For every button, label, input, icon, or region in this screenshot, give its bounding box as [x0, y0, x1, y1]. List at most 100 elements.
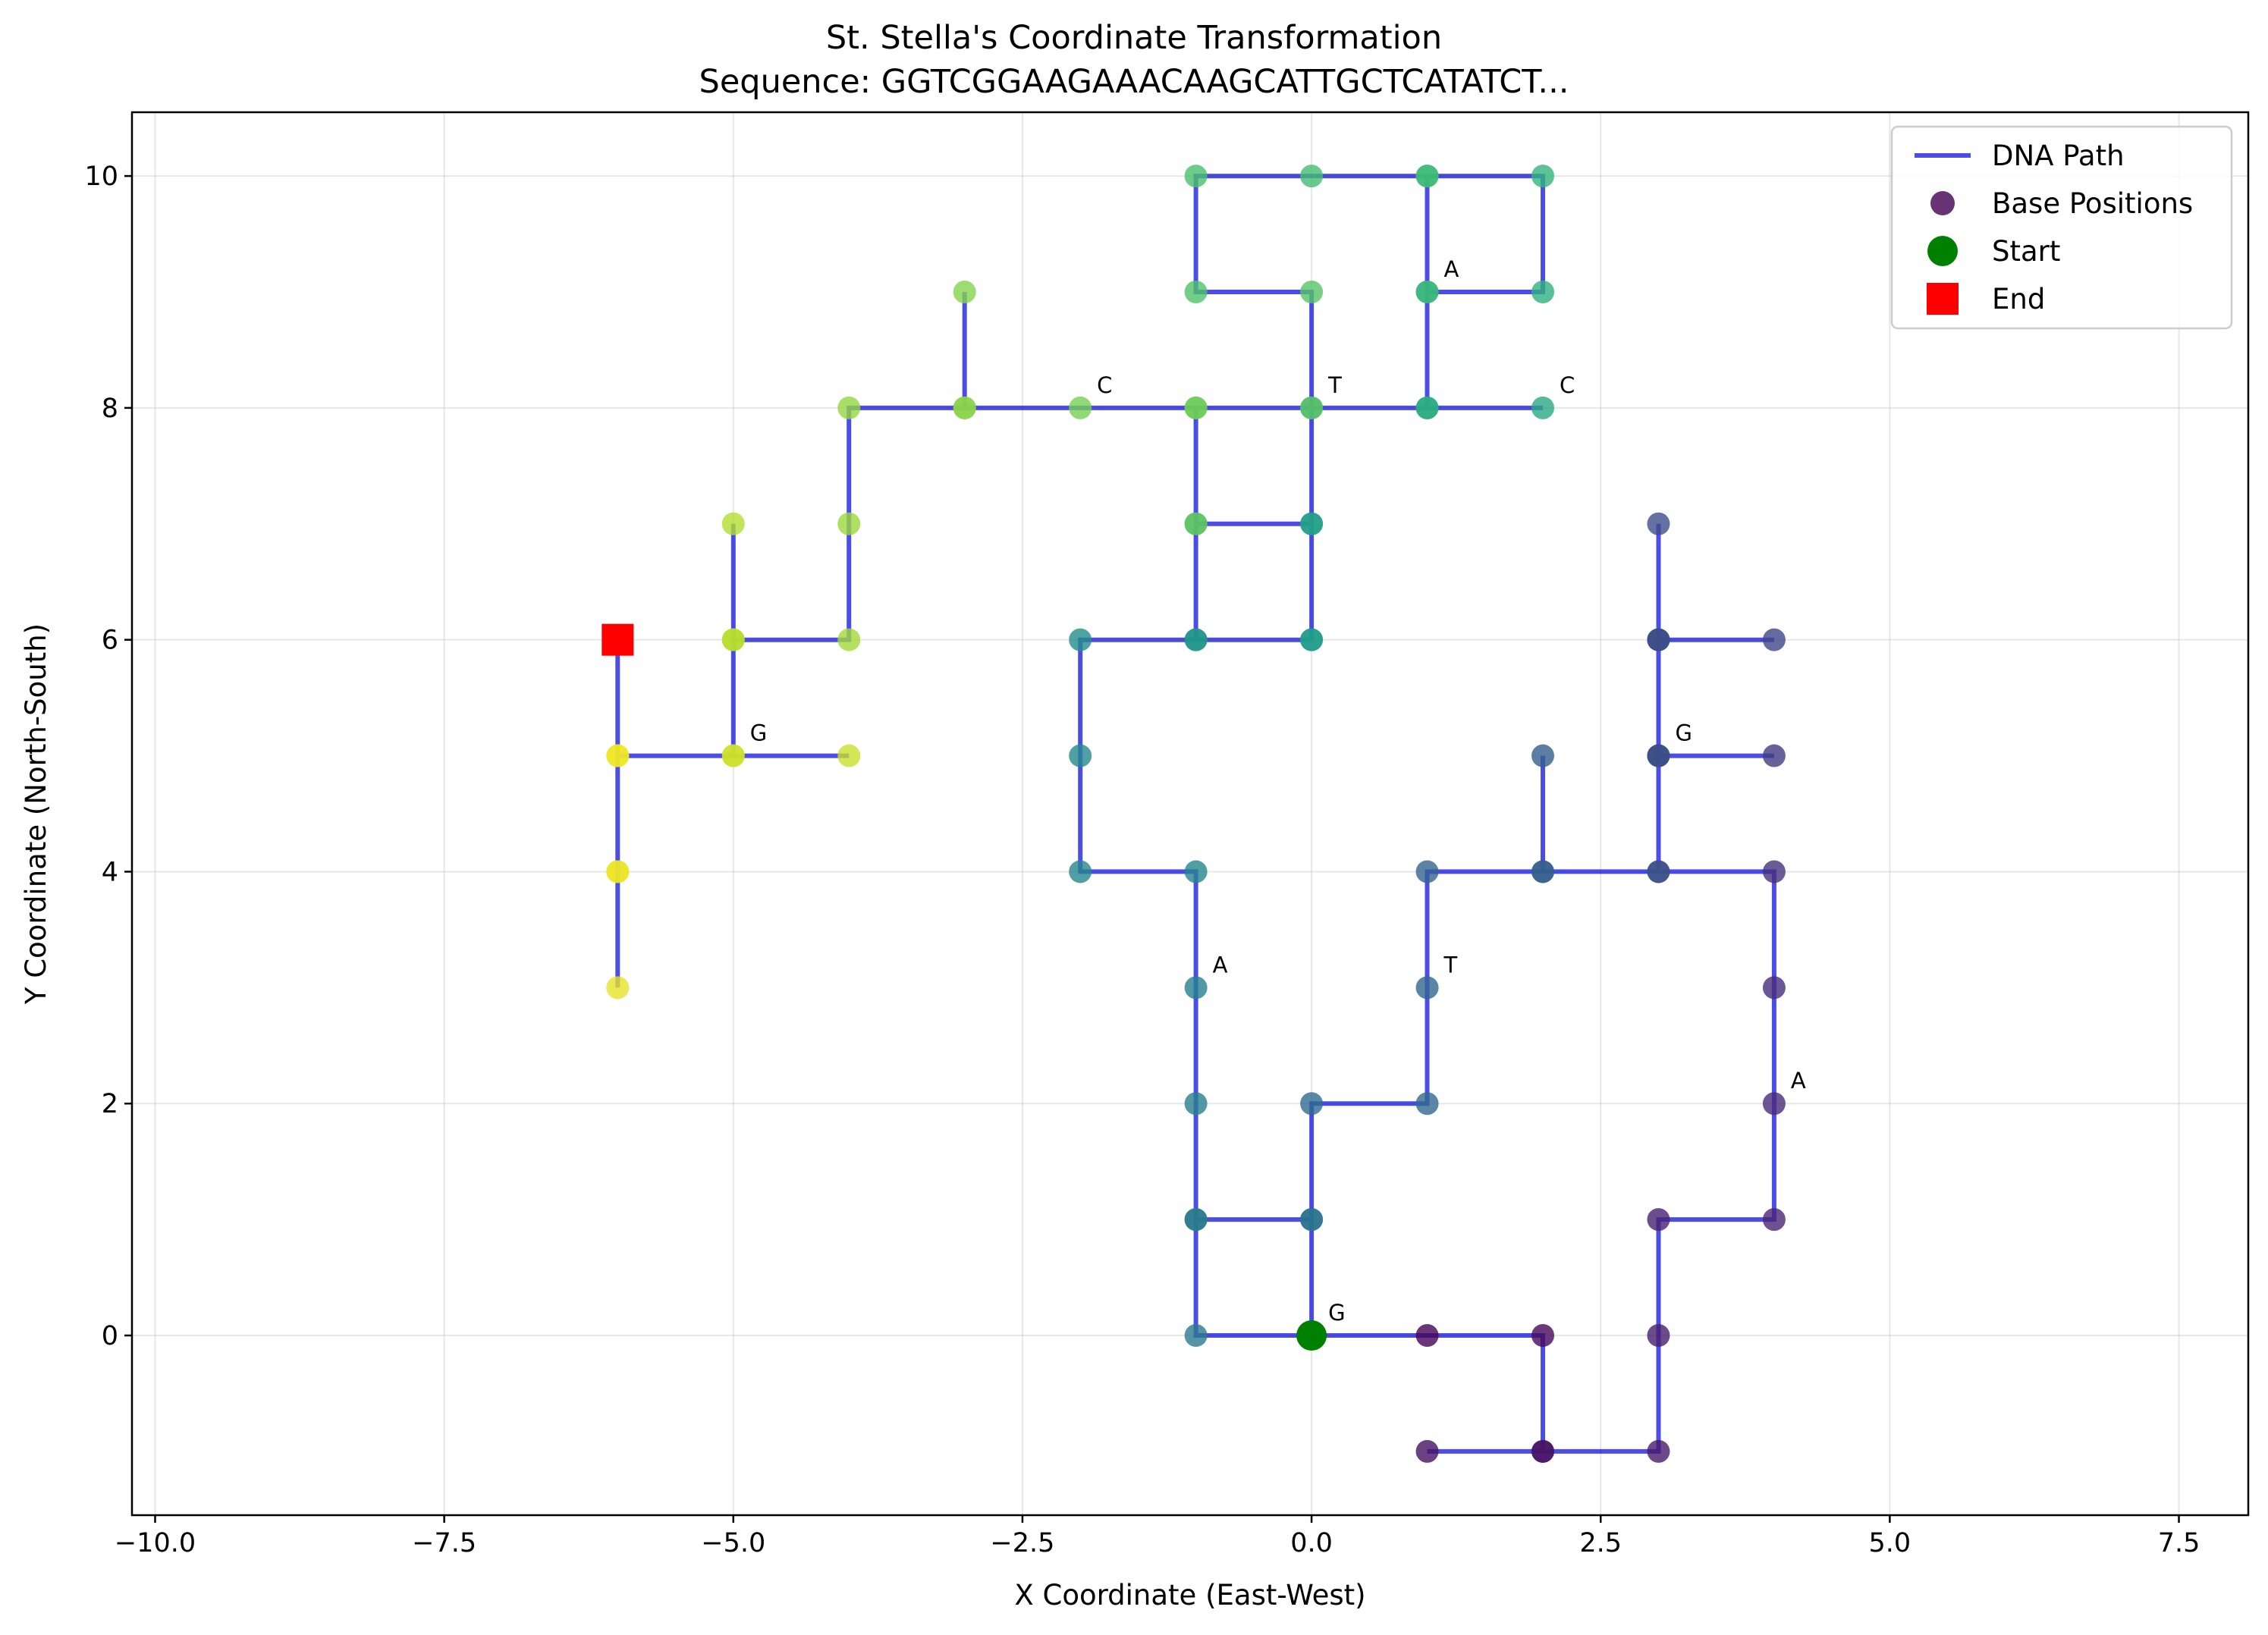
legend-end-label: End	[1992, 283, 2045, 315]
base-position-point	[837, 628, 861, 651]
x-axis-ticks: −10.0 −7.5 −5.0 −2.5 0.0 2.5 5.0 7.5	[115, 1515, 2200, 1558]
base-position-point	[1184, 280, 1208, 303]
base-position-point	[1415, 1092, 1439, 1116]
base-position-point	[1531, 744, 1554, 767]
start-marker	[1296, 1320, 1327, 1351]
base-position-point	[1762, 1208, 1786, 1232]
base-position-point	[1184, 860, 1208, 883]
base-position-point	[1762, 744, 1786, 767]
base-position-point	[1184, 976, 1208, 1000]
base-position-point	[837, 744, 861, 767]
base-position-point	[606, 744, 630, 767]
base-position-point	[1647, 1439, 1670, 1463]
base-position-point	[1184, 1208, 1208, 1232]
y-tick-label: 2	[102, 1089, 118, 1119]
base-annotation-label: C	[1560, 372, 1575, 398]
base-position-point	[1184, 512, 1208, 535]
base-position-point	[1300, 165, 1324, 188]
base-position-point	[721, 512, 745, 535]
base-position-point	[1762, 976, 1786, 1000]
y-axis-ticks: 0 2 4 6 8 10	[84, 162, 132, 1351]
legend-frame	[1890, 125, 2233, 330]
legend-start-swatch	[1927, 236, 1958, 266]
chart-subtitle: Sequence: GGTCGGAAGAAACAAGCATTGCTCATATCT…	[699, 63, 1569, 101]
base-position-point	[1647, 628, 1670, 651]
base-position-point	[1184, 1324, 1208, 1348]
base-position-point	[1647, 744, 1670, 767]
legend-end-swatch	[1927, 283, 1959, 315]
base-annotation-label: G	[1675, 720, 1692, 746]
legend: DNA Path Base Positions Start End	[1890, 125, 2233, 330]
legend-dna-path-label: DNA Path	[1992, 140, 2125, 172]
y-axis-label: Y Coordinate (North-South)	[20, 623, 52, 1005]
base-position-point	[1762, 860, 1786, 883]
base-position-point	[1069, 860, 1092, 883]
base-position-point	[1531, 1439, 1554, 1463]
base-position-point	[1184, 628, 1208, 651]
base-position-point	[1415, 976, 1439, 1000]
chart-title: St. Stella's Coordinate Transformation	[826, 19, 1442, 57]
y-tick-label: 10	[84, 162, 118, 192]
base-position-point	[1647, 1208, 1670, 1232]
base-position-point	[606, 860, 630, 883]
x-tick-label: 7.5	[2158, 1528, 2200, 1558]
base-position-point	[1069, 628, 1092, 651]
base-position-point	[1531, 396, 1554, 419]
base-position-point	[1300, 628, 1324, 651]
base-position-point	[1647, 860, 1670, 883]
base-position-point	[1415, 165, 1439, 188]
base-position-point	[1531, 860, 1554, 883]
base-position-point	[1415, 1324, 1439, 1348]
base-position-point	[1300, 512, 1324, 535]
base-position-point	[1415, 396, 1439, 419]
base-position-point	[1531, 165, 1554, 188]
base-annotation-label: A	[1444, 256, 1459, 282]
x-tick-label: 5.0	[1869, 1528, 1911, 1558]
y-tick-label: 0	[102, 1321, 118, 1351]
base-position-point	[1647, 1324, 1670, 1348]
y-tick-label: 4	[102, 857, 118, 887]
base-position-point	[953, 280, 976, 303]
base-position-point	[1184, 165, 1208, 188]
base-position-point	[1531, 280, 1554, 303]
base-annotation-label: A	[1791, 1068, 1806, 1094]
base-position-point	[1762, 1092, 1786, 1116]
x-tick-label: 2.5	[1579, 1528, 1622, 1558]
base-position-point	[953, 396, 976, 419]
base-annotation-label: T	[1443, 952, 1458, 978]
x-tick-label: −10.0	[115, 1528, 196, 1558]
base-position-point	[1069, 744, 1092, 767]
plot-frame	[130, 111, 2250, 1517]
y-tick-label: 6	[102, 626, 118, 656]
legend-base-positions-swatch	[1930, 191, 1955, 215]
base-annotation-label: G	[1328, 1300, 1345, 1326]
base-position-point	[1069, 396, 1092, 419]
x-tick-label: −7.5	[412, 1528, 476, 1558]
base-position-point	[1647, 512, 1670, 535]
end-marker	[602, 623, 634, 656]
x-tick-label: 0.0	[1290, 1528, 1333, 1558]
base-position-point	[606, 976, 630, 1000]
base-position-point	[837, 396, 861, 419]
x-tick-label: −5.0	[701, 1528, 765, 1558]
base-position-point	[1184, 1092, 1208, 1116]
base-position-point	[1300, 280, 1324, 303]
x-axis-label: X Coordinate (East-West)	[1014, 1579, 1365, 1611]
base-annotation-label: G	[750, 720, 767, 746]
base-position-point	[1531, 1324, 1554, 1348]
x-tick-label: −2.5	[990, 1528, 1054, 1558]
start-end-layer	[602, 623, 1327, 1351]
base-position-point	[1415, 1439, 1439, 1463]
base-position-point	[837, 512, 861, 535]
base-position-point	[1415, 860, 1439, 883]
base-position-point	[1184, 396, 1208, 419]
base-position-point	[721, 744, 745, 767]
base-position-point	[1762, 628, 1786, 651]
legend-base-positions-label: Base Positions	[1992, 187, 2193, 220]
base-position-point	[721, 628, 745, 651]
base-annotation-label: C	[1097, 372, 1112, 398]
base-position-point	[1300, 1092, 1324, 1116]
base-positions-layer	[606, 165, 1786, 1463]
legend-start-label: Start	[1992, 235, 2060, 268]
